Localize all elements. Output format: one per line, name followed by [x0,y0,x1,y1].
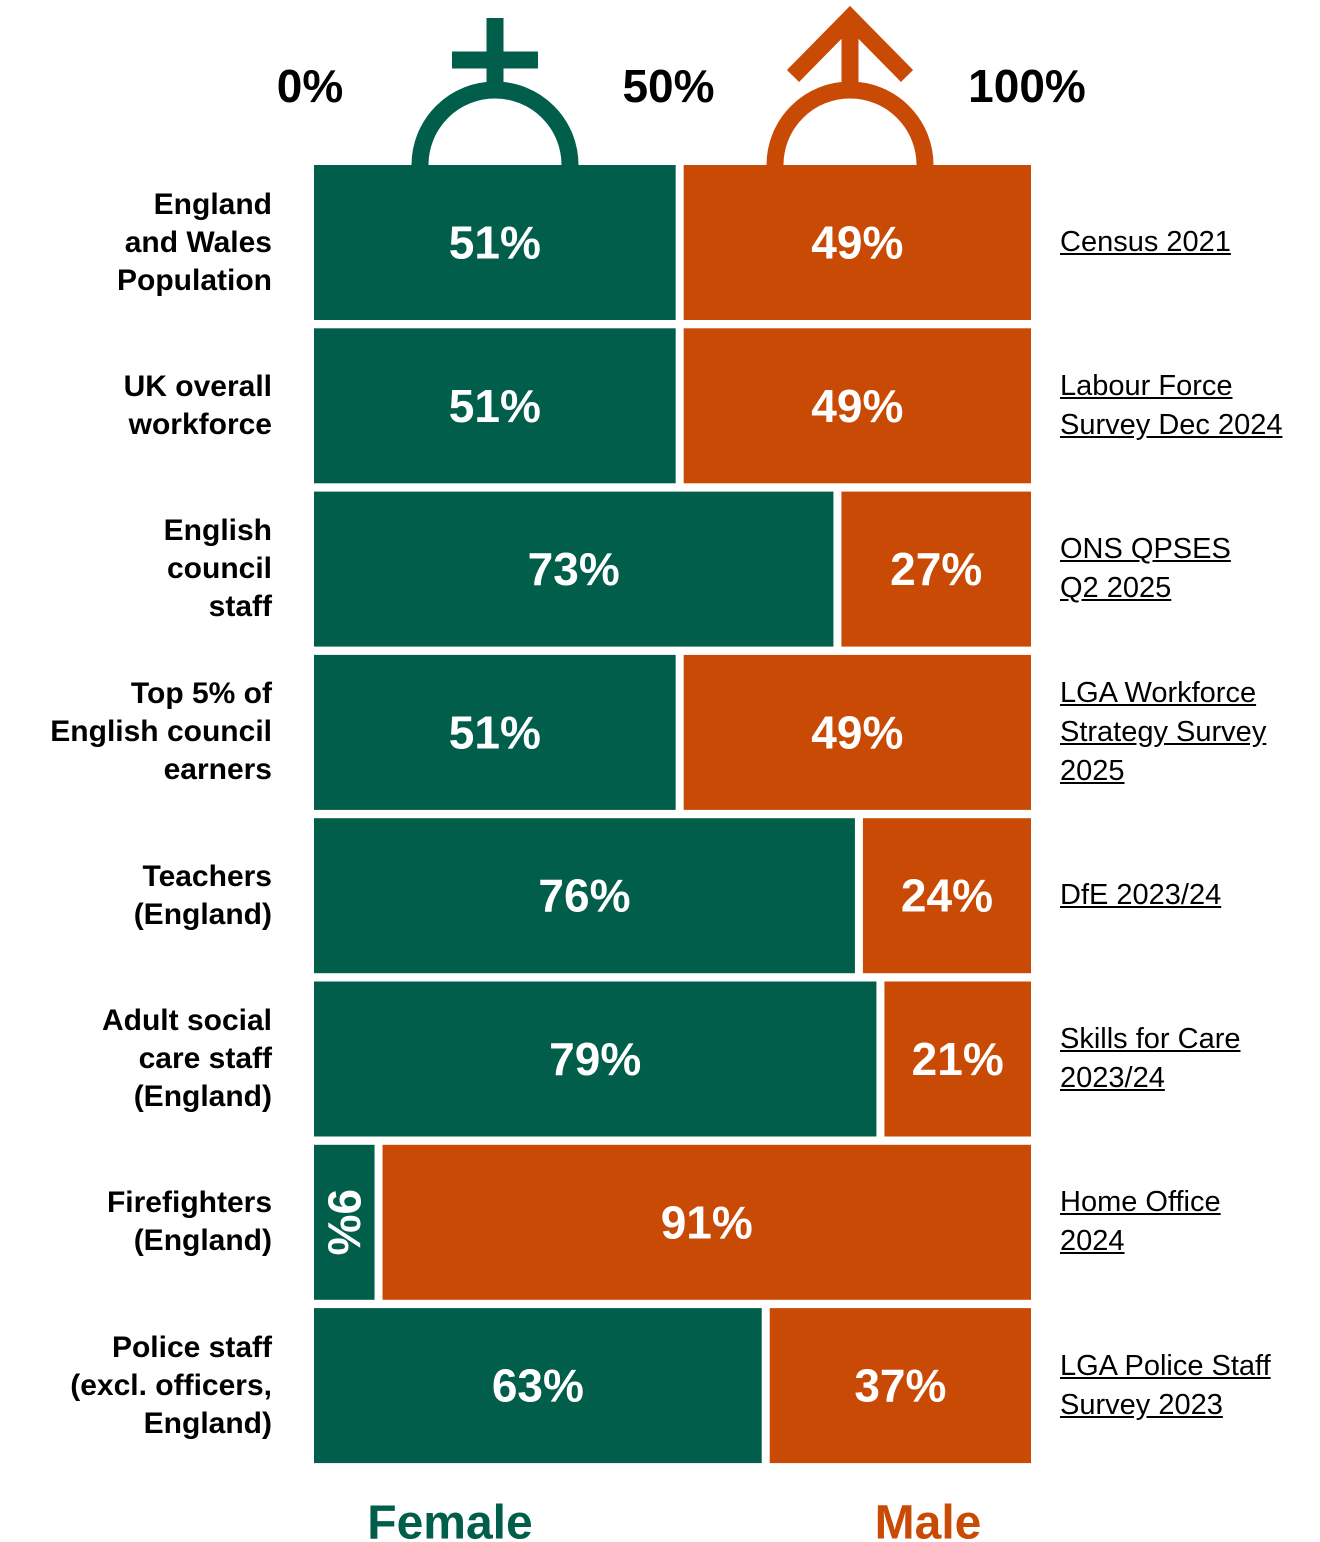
bar-segment [683,165,1031,320]
value-label: 73% [528,543,620,595]
source-link[interactable]: LGA Police Staff Survey 2023 [1060,1349,1271,1421]
x-tick-label: 0% [277,60,343,112]
value-label: 27% [890,543,982,595]
source-link[interactable]: ONS QPSES Q2 2025 [1060,533,1231,605]
bar-segment [382,1144,1031,1300]
bar-segment [314,491,834,647]
source-link[interactable]: Labour Force Survey Dec 2024 [1060,369,1283,441]
source-link[interactable]: Skills for Care 2023/24 [1060,1023,1241,1094]
value-label: 63% [492,1360,584,1412]
legend-label: Female [367,1497,532,1542]
legend-label: Male [875,1497,982,1542]
category-label: English council staff [163,514,272,624]
category-label: Firefighters (England) [106,1186,272,1258]
category-label: Adult social care staff (England) [101,1004,272,1113]
x-tick-label: 50% [622,60,714,112]
source-link[interactable]: Home Office 2024 [1060,1186,1221,1258]
value-label: 49% [811,706,903,758]
source-link[interactable]: Census 2021 [1060,226,1231,258]
source-link[interactable]: LGA Workforce Strategy Survey 2025 [1060,676,1267,787]
bar-segment [884,981,1031,1137]
bar-segment [314,654,676,810]
value-label: 76% [538,870,630,922]
bar-segment [841,491,1031,647]
x-tick-label: 100% [968,60,1086,112]
category-label: Top 5% of English council earners [50,677,272,787]
value-label: 49% [811,380,903,432]
category-label: UK overall workforce [123,369,272,441]
bar-segment [314,165,676,320]
bar-segment [683,328,1031,484]
value-label: 49% [811,217,903,269]
female-symbol [411,18,579,166]
category-label: Police staff (excl. officers, England) [70,1330,272,1440]
bar-segment [314,981,877,1137]
bar-segment [314,1308,762,1464]
value-label: 21% [912,1033,1004,1085]
value-label: 24% [901,870,993,922]
value-label: 51% [449,380,541,432]
value-label: 91% [661,1196,753,1248]
bar-segment [769,1308,1031,1464]
male-symbol [766,5,934,166]
bar-segment [683,654,1031,810]
value-label: 51% [449,706,541,758]
value-label: 51% [449,217,541,269]
bar-segment [314,328,676,484]
bar-segment [314,1144,375,1300]
value-label: 37% [854,1360,946,1412]
bar-segment [862,818,1031,974]
source-link[interactable]: DfE 2023/24 [1060,879,1222,912]
bar-segment [314,818,855,974]
category-label: England and Wales Population [117,187,272,297]
value-label: 79% [549,1033,641,1085]
category-label: Teachers (England) [133,859,272,931]
value-label: 9% [318,1189,370,1255]
